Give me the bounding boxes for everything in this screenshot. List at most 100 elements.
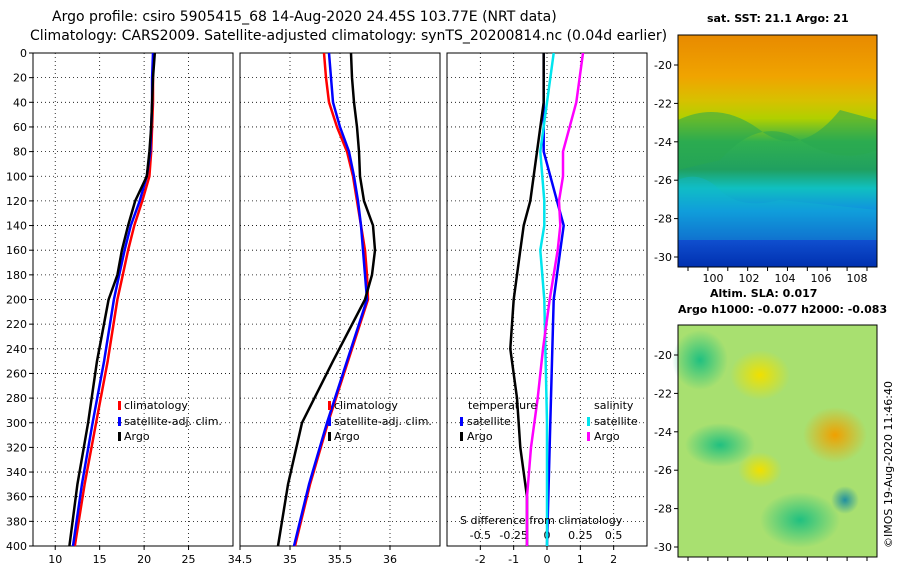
series-line-argo (276, 52, 377, 547)
temperature-legend: climatology satellite-adj. clim. Argo (118, 399, 222, 443)
sla-low-blob (831, 486, 859, 514)
map-y-tick-label: -22 (654, 387, 672, 400)
sla-high-blob (803, 407, 867, 463)
sst-x-ticks: 100 102 104 106 108 (687, 267, 868, 285)
x-tick-label: 34.5 (228, 553, 253, 566)
depth-tick-label: 400 (6, 540, 27, 553)
legend-swatch-argo (118, 432, 121, 441)
header-title-line1: Argo profile: csiro 5905415_68 14-Aug-20… (52, 9, 557, 25)
series-line-satellite-adj-clim- (292, 52, 369, 547)
map-y-tick-label: -24 (654, 426, 672, 439)
temperature-lines (68, 52, 157, 547)
depth-tick-label: 40 (13, 96, 27, 109)
x-tick-label: -1 (508, 553, 519, 566)
sst-front (678, 110, 877, 170)
depth-tick-label: 0 (20, 47, 27, 60)
depth-tick-label: 60 (13, 121, 27, 134)
depth-tick-label: 100 (6, 170, 27, 183)
depth-tick-label: 260 (6, 367, 27, 380)
x-tick-label: 35.5 (328, 553, 353, 566)
map-x-tick-label: 108 (847, 272, 868, 285)
legend-label-satellite: satellite-adj. clim. (334, 415, 432, 428)
header-title-line2: Climatology: CARS2009. Satellite-adjuste… (30, 28, 667, 44)
map-y-tick-label: -22 (654, 97, 672, 110)
sla-x-ticks (687, 557, 868, 561)
series-line-salinity-argo (525, 52, 585, 546)
map-x-tick-label: 106 (811, 272, 832, 285)
sla-high-blob (738, 452, 782, 488)
x-tick-label: 36 (383, 553, 397, 566)
legend-swatch-satellite (118, 417, 121, 426)
sst-cool-band (678, 176, 877, 240)
legend-label-temp-satellite: satellite (467, 415, 511, 428)
salinity-diff-tick-label: 0.5 (605, 529, 623, 542)
salinity-x-ticks: 34.5 35 35.5 36 (228, 546, 397, 566)
x-tick-label: 25 (182, 553, 196, 566)
difference-x-label: S difference from climatology (460, 514, 623, 527)
x-tick-label: 35 (283, 553, 297, 566)
depth-tick-label: 140 (6, 220, 27, 233)
map-y-tick-label: -20 (654, 59, 672, 72)
legend-swatch-satellite (328, 417, 331, 426)
x-tick-label: 10 (48, 553, 62, 566)
sst-map-title: sat. SST: 21.1 Argo: 21 (707, 12, 849, 25)
map-y-tick-label: -26 (654, 174, 672, 187)
salinity-lines (276, 52, 377, 547)
depth-tick-label: 380 (6, 515, 27, 528)
depth-tick-label: 200 (6, 294, 27, 307)
legend-label-climatology: climatology (334, 399, 398, 412)
map-x-tick-label: 104 (775, 272, 796, 285)
depth-tick-label: 300 (6, 417, 27, 430)
map-y-tick-label: -26 (654, 464, 672, 477)
legend-swatch-sal-argo (587, 432, 590, 441)
depth-axis: 0 20 40 60 80 100 120 140 160 180 200 220 240 260 280 3… (6, 47, 33, 553)
legend-swatch-climatology (328, 401, 331, 410)
depth-tick-label: 80 (13, 146, 27, 159)
map-y-tick-label: -20 (654, 349, 672, 362)
salinity-legend: climatology satellite-adj. clim. Argo (328, 399, 432, 443)
sst-map-border (677, 34, 878, 268)
x-tick-label: 2 (610, 553, 617, 566)
x-tick-label: 0 (544, 553, 551, 566)
sla-high-blob (730, 350, 790, 400)
depth-tick-label: 280 (6, 392, 27, 405)
series-line-temperature-argo (509, 53, 545, 546)
map-y-tick-label: -24 (654, 136, 672, 149)
sla-low-blob (760, 492, 840, 548)
sla-map-border (677, 324, 878, 558)
legend-swatch-climatology (118, 401, 121, 410)
salinity-diff-tick-label: -0.25 (499, 529, 527, 542)
sst-map (677, 34, 878, 268)
sla-low-blob (672, 330, 728, 390)
depth-tick-label: 20 (13, 72, 27, 85)
sla-y-ticks: -20 -22 -24 -26 -28 -30 (654, 349, 678, 554)
salinity-diff-tick-label: 0.25 (568, 529, 593, 542)
map-x-tick-label: 100 (703, 272, 724, 285)
salinity-grid (239, 52, 440, 547)
difference-lines (509, 52, 585, 547)
legend-label-temp-argo: Argo (467, 430, 493, 443)
depth-tick-label: 160 (6, 244, 27, 257)
legend-label-satellite: satellite-adj. clim. (124, 415, 222, 428)
map-x-tick-label: 102 (739, 272, 760, 285)
legend-swatch-sal-satellite (587, 417, 590, 426)
x-tick-label: 20 (137, 553, 151, 566)
difference-x-ticks: -2 -1 0 1 2 (475, 546, 617, 566)
depth-tick-label: 340 (6, 466, 27, 479)
temperature-x-ticks: 10 15 20 25 (48, 546, 196, 566)
x-tick-label: 15 (93, 553, 107, 566)
sla-map-subtitle: Argo h1000: -0.077 h2000: -0.083 (678, 303, 887, 316)
credit-text: ©IMOS 19-Aug-2020 11:46:40 (882, 381, 895, 548)
series-line-salinity-satellite (539, 52, 555, 546)
legend-swatch-temp-argo (460, 432, 463, 441)
sla-map (672, 324, 878, 558)
depth-tick-label: 240 (6, 343, 27, 356)
sla-map-title: Altim. SLA: 0.017 (710, 287, 817, 300)
series-line-argo (68, 52, 157, 547)
sst-y-ticks: -20 -22 -24 -26 -28 -30 (654, 59, 678, 264)
depth-tick-label: 180 (6, 269, 27, 282)
depth-tick-label: 360 (6, 491, 27, 504)
map-y-tick-label: -28 (654, 213, 672, 226)
legend-label-sal-argo: Argo (594, 430, 620, 443)
